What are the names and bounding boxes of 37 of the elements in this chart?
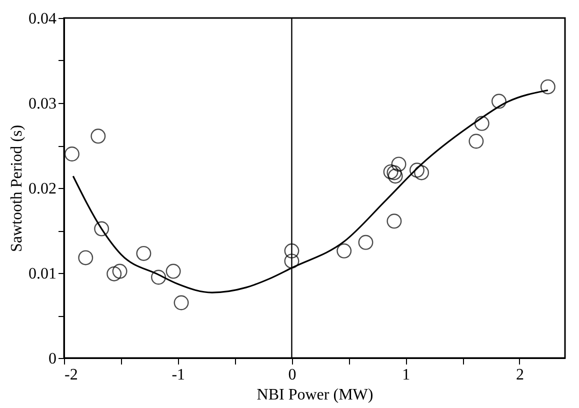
point [284,254,300,269]
x-tick-label: 1 [402,366,410,384]
x-tick-label: 0 [288,366,296,384]
point [414,165,430,180]
point [409,162,424,178]
point [64,146,80,162]
point [90,128,106,144]
x-tick-label: 2 [516,366,524,384]
point [174,295,189,310]
point [151,270,166,285]
point [136,246,152,261]
y-axis-title: Sawtooth Period (s) [8,124,26,252]
x-axis-title: NBI Power (MW) [256,386,374,404]
point [386,165,402,180]
point [468,134,484,149]
y-tick-label: 0.02 [28,180,56,198]
point [386,214,402,229]
x-tick-label: -2 [64,366,78,384]
point [383,164,398,180]
point [166,264,181,279]
point [540,79,556,94]
point [106,266,122,282]
point [388,168,403,184]
point [112,264,128,279]
point [358,234,374,250]
y-tick-label: 0.01 [28,266,56,282]
y-tick-label: 0.03 [28,96,56,112]
point [474,116,490,131]
point [491,94,506,109]
point [94,221,110,236]
point [78,250,94,266]
point [336,243,352,258]
y-tick-label: 0.04 [28,10,56,28]
x-tick-label: -1 [172,366,186,384]
point [391,156,406,172]
y-tick-label: 0 [48,350,56,368]
point [284,243,300,258]
